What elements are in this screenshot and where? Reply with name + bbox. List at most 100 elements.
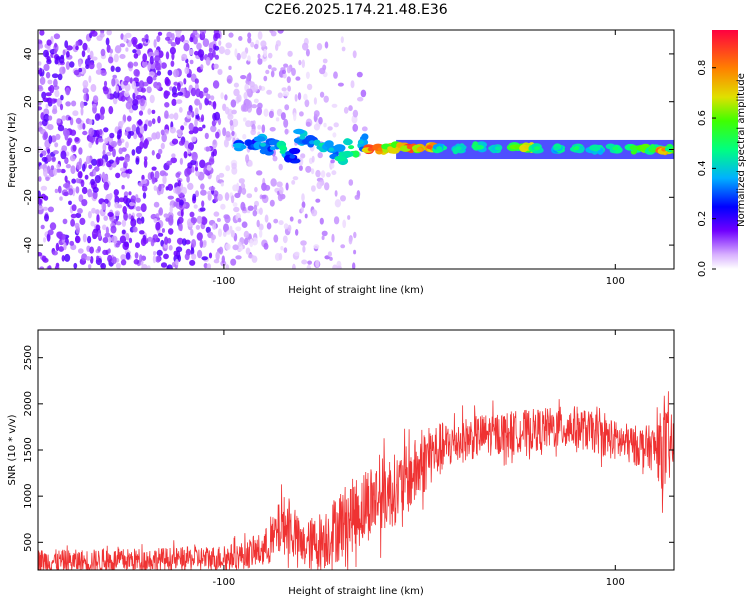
noise-speckle bbox=[74, 222, 80, 229]
noise-speckle bbox=[77, 171, 83, 179]
noise-speckle bbox=[128, 201, 136, 207]
noise-speckle bbox=[156, 70, 162, 76]
noise-speckle bbox=[225, 243, 231, 251]
noise-speckle bbox=[189, 48, 194, 56]
noise-speckle bbox=[142, 192, 147, 199]
noise-speckle bbox=[205, 146, 210, 152]
noise-speckle bbox=[173, 112, 179, 121]
noise-speckle bbox=[216, 218, 221, 222]
noise-speckle bbox=[241, 187, 247, 195]
noise-speckle bbox=[225, 42, 232, 49]
noise-speckle bbox=[141, 37, 146, 42]
noise-speckle bbox=[240, 51, 247, 60]
noise-speckle bbox=[83, 93, 87, 101]
noise-speckle bbox=[114, 210, 121, 217]
spectrogram-x-ticks: -100 100 bbox=[213, 30, 625, 287]
noise-speckle bbox=[348, 236, 353, 245]
noise-speckle bbox=[67, 138, 72, 146]
noise-speckle bbox=[75, 178, 80, 184]
signal-blob bbox=[289, 147, 301, 155]
noise-speckle bbox=[142, 185, 148, 192]
noise-speckle bbox=[38, 252, 43, 257]
noise-speckle bbox=[257, 124, 262, 130]
noise-speckle bbox=[193, 204, 198, 209]
noise-speckle bbox=[43, 131, 49, 140]
noise-speckle bbox=[66, 45, 73, 51]
noise-speckle bbox=[256, 170, 263, 176]
noise-speckle bbox=[183, 151, 188, 159]
noise-speckle bbox=[231, 162, 237, 170]
noise-speckle bbox=[86, 47, 91, 53]
noise-speckle bbox=[48, 135, 53, 144]
noise-speckle bbox=[166, 31, 173, 39]
noise-speckle bbox=[66, 51, 70, 58]
signal-blob bbox=[279, 145, 287, 152]
noise-speckle bbox=[63, 242, 67, 251]
noise-speckle bbox=[229, 119, 234, 126]
noise-speckle bbox=[64, 253, 71, 262]
noise-speckle bbox=[228, 65, 232, 70]
noise-speckle bbox=[45, 104, 49, 109]
noise-speckle bbox=[214, 54, 219, 60]
noise-speckle bbox=[197, 49, 205, 58]
noise-speckle bbox=[233, 88, 240, 97]
snr-x-axis-label: Height of straight line (km) bbox=[288, 586, 424, 597]
noise-speckle bbox=[286, 76, 291, 84]
noise-speckle bbox=[182, 238, 187, 246]
noise-speckle bbox=[256, 219, 260, 228]
noise-speckle bbox=[205, 56, 211, 66]
noise-speckle bbox=[183, 43, 190, 52]
y-tick-label: 2000 bbox=[23, 391, 34, 416]
noise-speckle bbox=[276, 181, 283, 188]
noise-speckle bbox=[147, 51, 155, 58]
signal-blob bbox=[334, 155, 347, 162]
noise-speckle bbox=[188, 142, 194, 151]
noise-speckle bbox=[306, 83, 313, 91]
noise-speckle bbox=[125, 232, 130, 241]
noise-speckle bbox=[304, 99, 310, 108]
noise-speckle bbox=[258, 223, 264, 231]
noise-speckle bbox=[195, 88, 201, 98]
noise-speckle bbox=[72, 110, 79, 117]
noise-speckle bbox=[58, 246, 65, 252]
noise-speckle bbox=[151, 118, 156, 125]
noise-speckle bbox=[123, 161, 128, 169]
noise-speckle bbox=[115, 172, 121, 179]
noise-speckle bbox=[61, 233, 66, 240]
noise-speckle bbox=[230, 258, 237, 266]
noise-speckle bbox=[167, 195, 174, 200]
noise-speckle bbox=[107, 254, 113, 263]
noise-speckle bbox=[59, 66, 66, 75]
noise-speckle bbox=[131, 80, 136, 90]
noise-speckle bbox=[201, 31, 205, 38]
noise-speckle bbox=[232, 244, 239, 251]
noise-speckle bbox=[315, 259, 320, 268]
noise-speckle bbox=[129, 130, 135, 136]
noise-speckle bbox=[268, 110, 274, 119]
noise-speckle bbox=[100, 262, 106, 269]
noise-speckle bbox=[353, 249, 357, 255]
noise-speckle bbox=[196, 42, 202, 50]
noise-speckle bbox=[121, 172, 127, 178]
noise-speckle bbox=[91, 30, 98, 37]
noise-speckle bbox=[64, 175, 68, 183]
noise-speckle bbox=[119, 54, 126, 59]
noise-speckle bbox=[91, 229, 98, 239]
noise-speckle bbox=[240, 201, 246, 211]
noise-speckle bbox=[110, 140, 118, 148]
noise-speckle bbox=[164, 102, 170, 108]
noise-speckle bbox=[178, 107, 183, 113]
noise-speckle bbox=[94, 175, 101, 184]
noise-speckle bbox=[156, 152, 161, 160]
noise-speckle bbox=[356, 71, 363, 78]
noise-speckle bbox=[117, 139, 122, 147]
noise-speckle bbox=[232, 202, 238, 208]
noise-speckle bbox=[158, 207, 163, 216]
signal-blob bbox=[333, 144, 346, 152]
noise-speckle bbox=[38, 122, 41, 129]
noise-speckle bbox=[194, 78, 199, 85]
noise-speckle bbox=[233, 82, 239, 88]
noise-speckle bbox=[78, 67, 83, 73]
noise-speckle bbox=[243, 92, 248, 100]
noise-speckle bbox=[55, 56, 61, 61]
